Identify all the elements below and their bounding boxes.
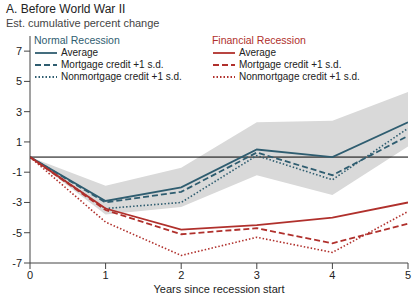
- html-text:Average: Average: [61, 47, 99, 58]
- svg-text:-3: -3: [12, 196, 22, 208]
- svg-text:5: 5: [16, 75, 22, 87]
- svg-text:-1: -1: [12, 166, 22, 178]
- html-text:Mortgage credit +1 s.d.: Mortgage credit +1 s.d.: [238, 59, 342, 70]
- svg-text:1: 1: [103, 269, 109, 281]
- svg-text:1: 1: [16, 136, 22, 148]
- svg-text:-5: -5: [12, 227, 22, 239]
- html-text:A. Before World War II: A. Before World War II: [6, 2, 126, 16]
- svg-text:4: 4: [329, 269, 335, 281]
- html-text:Nonmortgage credit +1 s.d.: Nonmortgage credit +1 s.d.: [238, 71, 360, 82]
- svg-text:7: 7: [16, 45, 22, 57]
- svg-text:5: 5: [405, 269, 411, 281]
- svg-text:-7: -7: [12, 257, 22, 269]
- svg-text:Years since recession start: Years since recession start: [153, 283, 284, 295]
- svg-text:2: 2: [178, 269, 184, 281]
- svg-text:3: 3: [16, 106, 22, 118]
- html-text:Mortgage credit +1 s.d.: Mortgage credit +1 s.d.: [61, 59, 164, 70]
- svg-text:3: 3: [254, 269, 260, 281]
- html-text:Financial Recession: Financial Recession: [211, 34, 306, 46]
- html-text:Nonmortgage credit +1 s.d.: Nonmortgage credit +1 s.d.: [61, 71, 182, 82]
- svg-text:0: 0: [27, 269, 33, 281]
- html-text:Average: Average: [238, 47, 276, 58]
- html-text:Normal Recession: Normal Recession: [34, 34, 120, 46]
- html-text:Est. cumulative percent change: Est. cumulative percent change: [6, 17, 160, 29]
